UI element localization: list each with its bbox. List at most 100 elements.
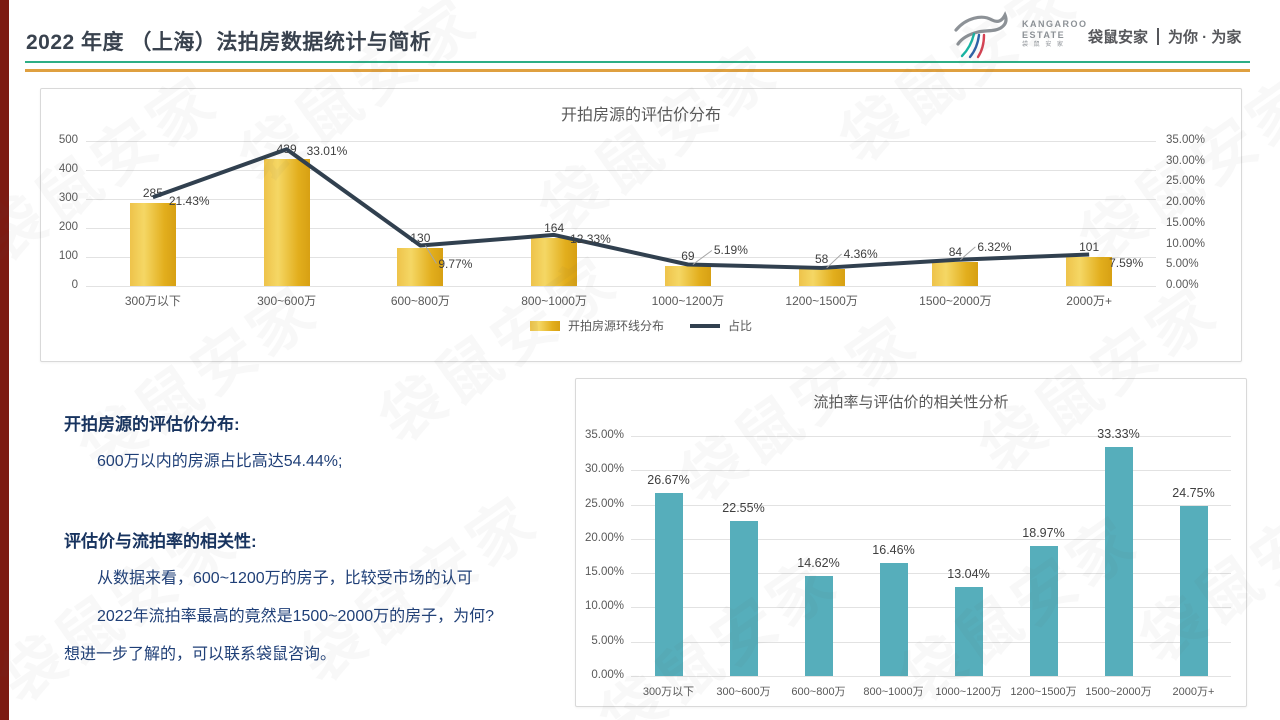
gridline — [86, 170, 1156, 171]
logo-wordmark: KANGAROO ESTATE 袋 鼠 安 家 — [1022, 19, 1088, 49]
gridline — [86, 199, 1156, 200]
bar-value-label: 22.55% — [722, 501, 765, 516]
bar — [129, 203, 176, 286]
bar — [1104, 447, 1133, 676]
chart-valuation-distribution: 开拍房源的评估价分布 500 400 300 200 100 0 35.00% 30.00% 2… — [40, 88, 1242, 362]
y-axis-tick-right: 25.00% — [1166, 175, 1206, 188]
bar — [932, 261, 979, 286]
y-axis-tick: 0.00% — [591, 669, 624, 681]
bar-value-label: 18.97% — [1022, 525, 1065, 540]
x-axis-label: 1200~1500万 — [785, 294, 858, 308]
slide-left-accent-bar — [0, 0, 9, 720]
gridline — [86, 141, 1156, 142]
bar-value-label: 439 — [276, 141, 297, 156]
y-axis-tick-right: 30.00% — [1166, 154, 1206, 167]
gridline — [86, 286, 1156, 287]
bar — [1066, 256, 1113, 286]
gridline — [631, 436, 1231, 437]
bar-value-label: 58 — [814, 252, 829, 267]
commentary-block2-line1: 从数据来看，600~1200万的房子，比较受市场的认可 — [97, 570, 473, 587]
y-axis-tick: 5.00% — [591, 634, 624, 647]
line-value-label: 9.77% — [438, 256, 473, 271]
logo-brand-cn: 袋 鼠 安 家 — [1022, 41, 1066, 48]
bar — [954, 586, 983, 676]
gridline — [631, 676, 1231, 677]
bar — [397, 248, 444, 286]
logo: KANGAROO ESTATE 袋 鼠 安 家 — [952, 8, 1088, 60]
y-axis-tick: 30.00% — [584, 463, 624, 476]
y-axis-tick-right: 20.00% — [1166, 196, 1206, 209]
x-axis-label: 1000~1200万 — [651, 294, 725, 308]
line-value-label: 7.59% — [1109, 255, 1144, 270]
x-axis-label: 1500~2000万 — [919, 294, 992, 308]
y-axis-tick-right: 10.00% — [1166, 237, 1206, 250]
tagline-slogan: 为你 · 为家 — [1168, 29, 1242, 46]
y-axis-tick-right: 15.00% — [1166, 216, 1206, 229]
bar-value-label: 285 — [142, 186, 163, 201]
y-axis-tick: 25.00% — [584, 497, 624, 510]
line-value-label: 33.01% — [306, 144, 348, 159]
header-divider-green — [25, 61, 1250, 63]
y-axis-tick-right: 0.00% — [1166, 279, 1199, 291]
commentary-block2-line3: 想进一步了解的，可以联系袋鼠咨询。 — [64, 646, 337, 663]
bar — [1179, 506, 1208, 676]
bar-value-label: 33.33% — [1097, 427, 1140, 442]
x-axis-label: 600~800万 — [390, 294, 450, 308]
bar-value-label: 16.46% — [872, 543, 915, 558]
gridline — [631, 573, 1231, 575]
chart2-title: 流拍率与评估价的相关性分析 — [813, 394, 1009, 411]
x-axis-label: 300~600万 — [257, 294, 317, 308]
chart-failure-rate-correlation: 流拍率与评估价的相关性分析 35.00% 30.00% 25.00% 20.00% 15… — [575, 378, 1247, 707]
gridline — [86, 257, 1156, 258]
bar-value-label: 26.67% — [647, 473, 690, 488]
chart1-title: 开拍房源的评估价分布 — [560, 107, 721, 124]
commentary-block1-title: 开拍房源的评估价分布: — [64, 415, 240, 434]
bar-value-label: 14.62% — [797, 555, 840, 570]
line-value-label: 6.32% — [977, 239, 1012, 254]
legend-line-swatch — [690, 323, 720, 328]
y-axis-tick-left: 200 — [58, 221, 78, 233]
line-value-label: 5.19% — [713, 243, 748, 258]
y-axis-tick: 15.00% — [584, 566, 624, 579]
x-axis-label: 300~600万 — [716, 686, 771, 698]
y-axis-tick-left: 400 — [58, 163, 78, 175]
bar-value-label: 101 — [1079, 239, 1100, 254]
gridline — [631, 470, 1231, 472]
y-axis-tick-left: 300 — [58, 192, 78, 204]
x-axis-label: 800~1000万 — [863, 686, 924, 698]
bar-value-label: 84 — [948, 244, 963, 259]
header-divider-orange — [25, 69, 1250, 72]
x-axis-label: 300万以下 — [124, 294, 181, 308]
x-axis-label: 1000~1200万 — [935, 686, 1002, 698]
bar — [263, 158, 310, 286]
x-axis-label: 1500~2000万 — [1085, 686, 1152, 698]
bar-value-label: 130 — [410, 231, 431, 246]
kangaroo-logo-icon — [954, 11, 1008, 59]
x-axis-label: 600~800万 — [791, 686, 846, 698]
tagline-brand: 袋鼠安家 — [1088, 29, 1149, 46]
legend-line-label: 占比 — [728, 319, 753, 333]
x-axis-label: 2000万+ — [1066, 294, 1112, 308]
y-axis-tick-right: 35.00% — [1166, 134, 1206, 146]
bar-value-label: 164 — [544, 221, 565, 236]
line-value-label: 4.36% — [843, 246, 878, 261]
line-value-label: 12.33% — [570, 231, 611, 246]
y-axis-tick-right: 5.00% — [1166, 258, 1199, 271]
y-axis-tick: 10.00% — [584, 600, 624, 613]
bar — [798, 269, 845, 286]
legend: 开拍房源环线分布 占比 — [41, 317, 1241, 334]
y-axis-tick-left: 100 — [58, 250, 78, 262]
gridline — [86, 228, 1156, 229]
legend-bar-swatch — [529, 320, 560, 331]
x-axis-label: 2000万+ — [1172, 686, 1215, 698]
logo-brand-en2: ESTATE — [1022, 29, 1066, 40]
y-axis-tick-left: 0 — [71, 279, 78, 291]
bar — [879, 563, 908, 676]
bar-value-label: 13.04% — [947, 566, 990, 581]
bar-value-label: 24.75% — [1172, 486, 1215, 501]
bar — [729, 521, 758, 676]
x-axis-label: 1200~1500万 — [1010, 686, 1077, 698]
y-axis-tick: 35.00% — [584, 429, 624, 441]
logo-tagline: 袋鼠安家 为你 · 为家 — [1088, 26, 1241, 47]
legend-bar-label: 开拍房源环线分布 — [567, 319, 664, 333]
